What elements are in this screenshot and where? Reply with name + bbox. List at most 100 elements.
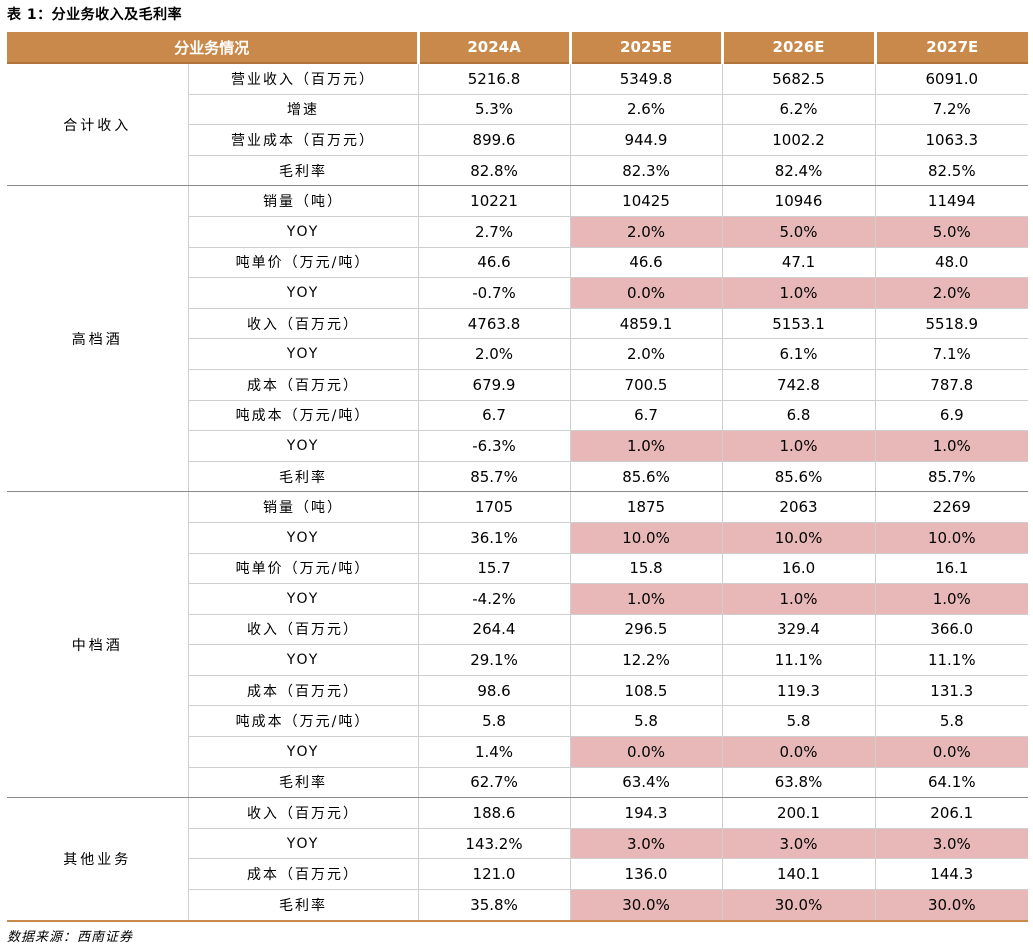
- table-row: 增速 5.3% 2.6% 6.2% 7.2%: [7, 94, 1029, 126]
- value-cell: 6.8: [722, 400, 876, 432]
- row-label: 吨单价（万元/吨）: [188, 553, 419, 585]
- value-cell: 10221: [418, 185, 571, 217]
- table-caption: 表 1：分业务收入及毛利率: [7, 7, 183, 23]
- business-segment-table: 分业务情况 2024A 2025E 2026E 2027E 合计收入 营业收入（百…: [7, 32, 1029, 922]
- value-cell: 63.8%: [722, 767, 876, 799]
- table-row: YOY -6.3% 1.0% 1.0% 1.0%: [7, 430, 1029, 462]
- row-label: 吨成本（万元/吨）: [188, 705, 419, 738]
- value-cell: 5216.8: [418, 63, 571, 95]
- table-row: YOY 1.4% 0.0% 0.0% 0.0%: [7, 736, 1029, 768]
- value-cell: 48.0: [875, 247, 1029, 279]
- value-cell: 1063.3: [875, 124, 1029, 156]
- value-cell: 85.6%: [722, 461, 876, 493]
- row-label: YOY: [188, 277, 419, 309]
- value-cell: 2269: [875, 491, 1029, 523]
- row-label: 收入（百万元）: [188, 308, 419, 340]
- table-row: 中档酒 销量（吨） 1705 1875 2063 2269: [7, 491, 1029, 799]
- value-cell: 1875: [570, 491, 723, 523]
- value-cell: 5153.1: [722, 308, 876, 340]
- value-cell: 5.8: [418, 705, 571, 738]
- table-row: 成本（百万元） 98.6 108.5 119.3 131.3: [7, 675, 1029, 707]
- value-cell: 6.2%: [722, 94, 876, 126]
- value-cell: 700.5: [570, 369, 723, 401]
- value-cell: 140.1: [722, 858, 876, 891]
- value-cell: 2.0%: [875, 277, 1029, 309]
- group-label: 中档酒: [7, 491, 189, 799]
- table-row: YOY 143.2% 3.0% 3.0% 3.0%: [7, 828, 1029, 860]
- value-cell: 1.0%: [722, 430, 876, 462]
- table-row: YOY -0.7% 0.0% 1.0% 2.0%: [7, 277, 1029, 309]
- header-segment: 分业务情况: [7, 32, 420, 64]
- value-cell: 10425: [570, 185, 723, 217]
- value-cell: 85.6%: [570, 461, 723, 493]
- value-cell: 2.6%: [570, 94, 723, 126]
- row-label: YOY: [188, 583, 419, 615]
- row-label: 成本（百万元）: [188, 369, 419, 401]
- value-cell: 143.2%: [418, 828, 571, 860]
- value-cell: 5518.9: [875, 308, 1029, 340]
- row-label: 收入（百万元）: [188, 614, 419, 646]
- value-cell: 679.9: [418, 369, 571, 401]
- value-cell: 35.8%: [418, 889, 571, 922]
- value-cell: 46.6: [570, 247, 723, 279]
- value-cell: 5.3%: [418, 94, 571, 126]
- value-cell: 1.4%: [418, 736, 571, 768]
- value-cell: 7.2%: [875, 94, 1029, 126]
- table-row: 毛利率 62.7% 63.4% 63.8% 64.1%: [7, 767, 1029, 799]
- table-row: 收入（百万元） 264.4 296.5 329.4 366.0: [7, 614, 1029, 646]
- value-cell: 82.4%: [722, 155, 876, 187]
- value-cell: 2.0%: [570, 216, 723, 248]
- value-cell: 296.5: [570, 614, 723, 646]
- table-row: YOY -4.2% 1.0% 1.0% 1.0%: [7, 583, 1029, 615]
- table-row: 毛利率 85.7% 85.6% 85.6% 85.7%: [7, 461, 1029, 493]
- value-cell: 82.8%: [418, 155, 571, 187]
- value-cell: 1.0%: [875, 583, 1029, 615]
- table-row: YOY 36.1% 10.0% 10.0% 10.0%: [7, 522, 1029, 554]
- value-cell: 188.6: [418, 797, 571, 829]
- value-cell: 1.0%: [722, 277, 876, 309]
- value-cell: 62.7%: [418, 767, 571, 799]
- table-header-row: 分业务情况 2024A 2025E 2026E 2027E: [7, 32, 1029, 64]
- value-cell: 787.8: [875, 369, 1029, 401]
- table-row: YOY 29.1% 12.2% 11.1% 11.1%: [7, 644, 1029, 676]
- row-label: 成本（百万元）: [188, 675, 419, 707]
- value-cell: 5.0%: [875, 216, 1029, 248]
- row-label: YOY: [188, 644, 419, 676]
- value-cell: 131.3: [875, 675, 1029, 707]
- header-2025e: 2025E: [570, 32, 724, 64]
- value-cell: 144.3: [875, 858, 1029, 891]
- value-cell: -6.3%: [418, 430, 571, 462]
- value-cell: 98.6: [418, 675, 571, 707]
- value-cell: 36.1%: [418, 522, 571, 554]
- table-row: 合计收入 营业收入（百万元） 5216.8 5349.8 5682.5 6091.0: [7, 63, 1029, 187]
- value-cell: 10.0%: [722, 522, 876, 554]
- table-row: 高档酒 销量（吨） 10221 10425 10946 11494: [7, 185, 1029, 493]
- row-label: YOY: [188, 338, 419, 370]
- row-label: 营业成本（百万元）: [188, 124, 419, 156]
- value-cell: 30.0%: [875, 889, 1029, 922]
- value-cell: 6091.0: [875, 63, 1029, 95]
- table-row: 吨单价（万元/吨） 15.7 15.8 16.0 16.1: [7, 553, 1029, 585]
- value-cell: 7.1%: [875, 338, 1029, 370]
- table-row: 其他业务 收入（百万元） 188.6 194.3 200.1 206.1: [7, 797, 1029, 922]
- value-cell: 16.0: [722, 553, 876, 585]
- value-cell: 899.6: [418, 124, 571, 156]
- value-cell: 1002.2: [722, 124, 876, 156]
- value-cell: 6.1%: [722, 338, 876, 370]
- value-cell: 108.5: [570, 675, 723, 707]
- row-label: 营业收入（百万元）: [188, 63, 419, 95]
- row-label: 毛利率: [188, 767, 419, 799]
- value-cell: 1.0%: [570, 430, 723, 462]
- group-label: 合计收入: [7, 63, 189, 187]
- value-cell: 5349.8: [570, 63, 723, 95]
- value-cell: 15.7: [418, 553, 571, 585]
- value-cell: 329.4: [722, 614, 876, 646]
- value-cell: 4763.8: [418, 308, 571, 340]
- value-cell: 15.8: [570, 553, 723, 585]
- row-label: 增速: [188, 94, 419, 126]
- table-row: 成本（百万元） 121.0 136.0 140.1 144.3: [7, 858, 1029, 891]
- value-cell: 63.4%: [570, 767, 723, 799]
- value-cell: 6.7: [570, 400, 723, 432]
- value-cell: -4.2%: [418, 583, 571, 615]
- value-cell: 0.0%: [570, 277, 723, 309]
